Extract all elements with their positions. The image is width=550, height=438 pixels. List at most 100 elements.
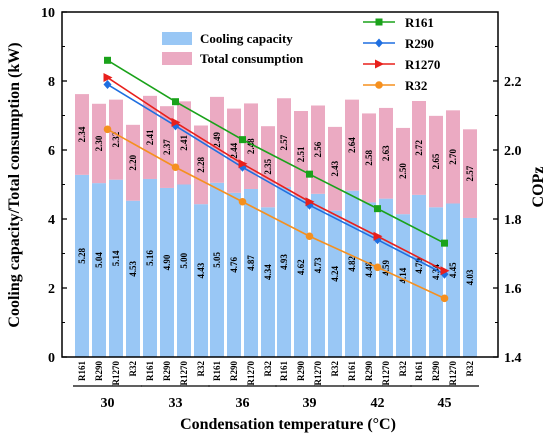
legend-label-consumption: Total consumption — [200, 51, 304, 66]
point-R32-45 — [440, 294, 449, 303]
bar-consumption-36-R32 — [261, 126, 275, 208]
bar-cooling-30-R32 — [126, 200, 140, 357]
bar-cooling-30-R290 — [92, 183, 106, 357]
bar-consumption-30-R1270 — [109, 99, 123, 180]
bars-layer — [75, 94, 477, 357]
point-R32-42 — [373, 263, 382, 272]
x-sub-label-R161: R161 — [279, 361, 289, 381]
bar-consumption-45-R161 — [412, 101, 426, 195]
x-group-label: 33 — [169, 396, 183, 411]
bar-consumption-33-R1270 — [177, 101, 191, 185]
label-cooling-42-R290: 4.48 — [364, 261, 374, 277]
label-cooling-39-R161: 4.93 — [279, 254, 289, 270]
legend-label-cooling: Cooling capacity — [200, 31, 293, 46]
label-consumption-42-R161: 2.64 — [347, 137, 357, 153]
label-cooling-33-R290: 4.90 — [162, 254, 172, 270]
point-R32-33 — [171, 163, 180, 172]
point-R1270-30 — [103, 73, 113, 83]
label-cooling-42-R161: 4.82 — [347, 255, 357, 271]
bar-cooling-42-R1270 — [379, 198, 393, 357]
x-sub-label-R161: R161 — [212, 361, 222, 381]
x-sub-label-R1270: R1270 — [246, 361, 256, 386]
axes-layer: 0 2 4 6 8 10 1.4 1.6 1.8 2.0 2.2 R161 R290 R1270 R32 30… — [41, 6, 522, 411]
bar-cooling-36-R1270 — [244, 188, 258, 357]
bar-consumption-42-R161 — [345, 99, 359, 191]
y-left-tick-label: 0 — [48, 351, 55, 366]
bar-consumption-42-R1270 — [379, 107, 393, 199]
x-sub-label-R32: R32 — [465, 361, 475, 377]
y-left-tick-label: 2 — [48, 282, 55, 297]
x-sub-label-R290: R290 — [162, 361, 172, 381]
bar-cooling-39-R290 — [294, 197, 308, 357]
bar-cooling-39-R1270 — [311, 193, 325, 357]
x-sub-label-R1270: R1270 — [111, 361, 121, 386]
bar-consumption-36-R161 — [210, 96, 224, 183]
bar-consumption-39-R1270 — [311, 105, 325, 194]
point-R32-30 — [103, 125, 112, 134]
bar-consumption-33-R161 — [143, 95, 157, 179]
x-sub-label-R290: R290 — [431, 361, 441, 381]
y-right-tick-label: 2.2 — [504, 75, 522, 90]
y-left-tick-label: 4 — [48, 213, 55, 228]
label-consumption-45-R290: 2.65 — [431, 153, 441, 169]
bar-consumption-30-R290 — [92, 103, 106, 184]
bar-cooling-36-R290 — [227, 192, 241, 357]
label-cooling-42-R32: 4.14 — [398, 267, 408, 283]
point-R1270-45 — [440, 266, 450, 276]
legend-marker-R1270 — [375, 59, 384, 69]
legend-label-R32: R32 — [405, 78, 427, 93]
label-cooling-45-R1270: 4.45 — [448, 262, 458, 278]
label-cooling-36-R290: 4.76 — [229, 257, 239, 273]
label-cooling-45-R290: 4.34 — [431, 264, 441, 280]
label-cooling-36-R1270: 4.87 — [246, 255, 256, 271]
point-R290-30 — [103, 79, 112, 89]
point-R161-45 — [441, 239, 448, 247]
label-cooling-30-R290: 5.04 — [94, 252, 104, 268]
legend-label-R290: R290 — [405, 36, 434, 51]
bar-cooling-33-R1270 — [177, 184, 191, 357]
label-consumption-42-R290: 2.58 — [364, 150, 374, 166]
label-consumption-33-R32: 2.28 — [196, 156, 206, 172]
x-group-label: 36 — [236, 396, 250, 411]
x-sub-label-R1270: R1270 — [179, 361, 189, 386]
bar-cooling-45-R290 — [429, 207, 443, 357]
x-sub-label-R1270: R1270 — [448, 361, 458, 386]
label-consumption-42-R32: 2.50 — [398, 163, 408, 179]
x-sub-label-R161: R161 — [77, 361, 87, 381]
x-sub-label-R290: R290 — [94, 361, 104, 381]
bar-cooling-42-R32 — [396, 214, 410, 357]
label-cooling-39-R290: 4.62 — [296, 259, 306, 275]
label-consumption-30-R290: 2.30 — [94, 135, 104, 151]
legend-marker-R161 — [375, 18, 383, 26]
legend-marker-R32 — [375, 81, 383, 89]
label-consumption-30-R32: 2.20 — [128, 154, 138, 170]
bar-consumption-45-R290 — [429, 115, 443, 208]
point-R161-39 — [306, 170, 313, 178]
label-consumption-39-R32: 2.43 — [330, 160, 340, 176]
bar-consumption-36-R1270 — [244, 103, 258, 189]
bar-cooling-45-R32 — [463, 217, 477, 357]
label-cooling-45-R32: 4.03 — [465, 269, 475, 285]
bar-cooling-36-R161 — [210, 182, 224, 357]
point-R1270-33 — [171, 117, 181, 127]
label-consumption-36-R290: 2.44 — [229, 142, 239, 158]
point-R1270-42 — [373, 231, 383, 241]
label-cooling-42-R1270: 4.59 — [381, 259, 391, 275]
x-group-label: 42 — [371, 396, 385, 411]
x-sub-label-R1270: R1270 — [313, 361, 323, 386]
label-cooling-45-R161: 4.70 — [414, 258, 424, 274]
x-sub-label-R161: R161 — [414, 361, 424, 381]
label-consumption-42-R1270: 2.63 — [381, 145, 391, 161]
bar-cooling-42-R161 — [345, 190, 359, 357]
label-consumption-45-R1270: 2.70 — [448, 149, 458, 165]
point-R161-30 — [104, 56, 111, 64]
x-sub-label-R1270: R1270 — [381, 361, 391, 386]
x-group-label: 39 — [303, 396, 317, 411]
bar-cooling-45-R1270 — [446, 203, 460, 357]
x-sub-label-R161: R161 — [347, 361, 357, 381]
legend-label-R1270: R1270 — [405, 57, 440, 72]
y-right-tick-label: 1.6 — [504, 282, 522, 297]
y-left-tick-label: 6 — [48, 144, 55, 159]
x-sub-label-R32: R32 — [330, 361, 340, 377]
label-consumption-30-R1270: 2.32 — [111, 131, 121, 147]
